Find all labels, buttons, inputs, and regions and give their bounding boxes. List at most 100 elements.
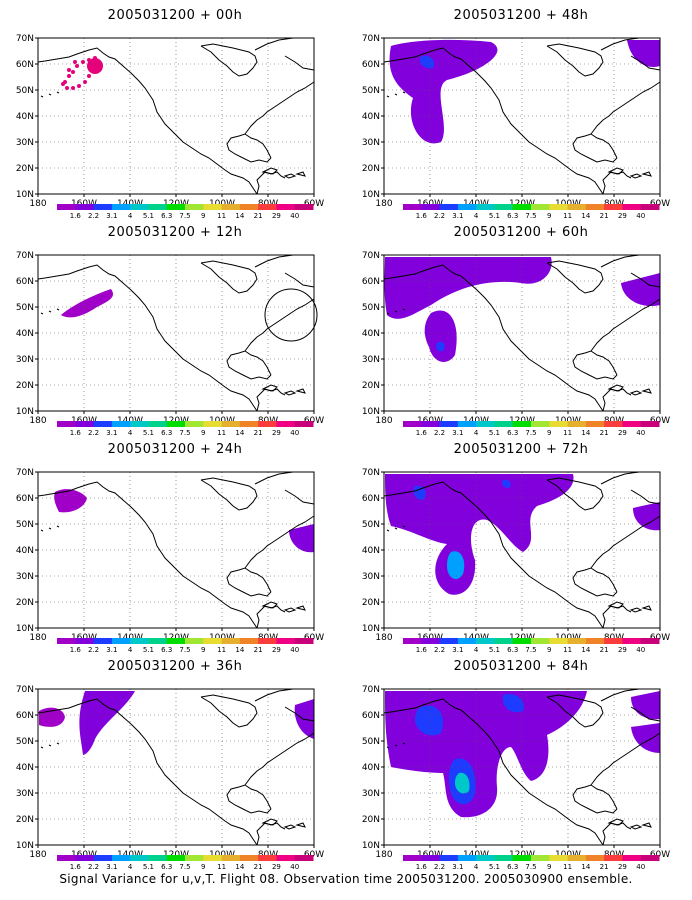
colorbar-label: 7.5	[179, 646, 190, 654]
colorbar-swatch	[57, 638, 76, 644]
lon-tick-label: 180	[29, 850, 46, 857]
variance-region	[54, 489, 87, 513]
colorbar-label: 40	[636, 646, 645, 654]
colorbar-label: 11	[563, 429, 572, 437]
lon-tick-label: 120W	[509, 199, 535, 206]
lon-tick-label: 180	[375, 199, 392, 206]
lat-tick-label: 70N	[362, 34, 380, 44]
colorbar-swatch	[494, 638, 514, 644]
observation-dot	[87, 74, 91, 78]
lat-tick-label: 20N	[362, 164, 380, 174]
island-outline	[40, 525, 306, 613]
colorbar-label: 40	[290, 646, 299, 654]
colorbar-swatch	[604, 855, 623, 861]
colorbar-swatch	[276, 638, 296, 644]
colorbar-swatch	[294, 638, 314, 644]
variance-region	[633, 502, 660, 531]
colorbar-label: 3.1	[452, 429, 463, 437]
colorbar-label: 2.2	[88, 863, 99, 871]
variance-region	[631, 723, 660, 753]
lat-tick-label: 60N	[362, 60, 380, 70]
colorbar-label: 21	[254, 212, 263, 220]
lon-tick-label: 60W	[650, 416, 670, 423]
lon-tick-label: 120W	[509, 633, 535, 640]
colorbar-swatch	[457, 638, 477, 644]
map-panel: 2005031200 + 48h 70N 60N 50N 40N 30N 20N 10N 180…	[351, 8, 671, 220]
lat-tick-label: 40N	[16, 329, 34, 339]
colorbar-swatch	[93, 638, 113, 644]
lon-tick-label: 80W	[258, 416, 278, 423]
colorbar-swatch	[439, 855, 459, 861]
variance-region	[79, 691, 135, 755]
colorbar-swatch	[622, 638, 642, 644]
colorbar-swatch	[421, 638, 441, 644]
lon-tick-label: 80W	[604, 199, 624, 206]
colorbar-label: 40	[636, 429, 645, 437]
colorbar-swatch	[457, 204, 477, 210]
colorbar-swatch	[221, 638, 241, 644]
lon-tick-label: 60W	[304, 416, 324, 423]
variance-region	[455, 772, 470, 794]
colorbar-label: 11	[217, 646, 226, 654]
colorbar-swatch	[403, 855, 422, 861]
lon-tick-label: 60W	[304, 199, 324, 206]
colorbar-label: 11	[217, 863, 226, 871]
colorbar-label: 9	[547, 646, 551, 654]
colorbar-swatch	[439, 204, 459, 210]
colorbar-swatch	[93, 855, 113, 861]
colorbar: 1.6 2.2 3.1 4 5.1 6.3 7.5 9 11 14 21 29 40	[403, 204, 660, 220]
lon-tick-label: 140W	[117, 199, 143, 206]
observation-cluster	[87, 58, 103, 74]
colorbar-swatch	[531, 638, 550, 644]
observation-dot	[65, 86, 69, 90]
highlight-circle	[264, 288, 318, 342]
lon-tick-label: 80W	[604, 416, 624, 423]
colorbar-swatch	[640, 638, 660, 644]
lon-tick-label: 80W	[258, 850, 278, 857]
colorbar-label: 1.6	[70, 863, 82, 871]
colorbar-swatch	[239, 638, 259, 644]
lon-tick-label: 140W	[463, 199, 489, 206]
colorbar-label: 2.2	[434, 646, 445, 654]
lon-tick-label: 140W	[463, 416, 489, 423]
colorbar-label: 1.6	[416, 429, 428, 437]
lon-tick-label: 60W	[650, 850, 670, 857]
colorbar-label: 6.3	[161, 212, 172, 220]
colorbar-label: 29	[272, 212, 281, 220]
colorbar-swatch	[166, 204, 186, 210]
colorbar-label: 29	[618, 429, 627, 437]
colorbar-swatch	[294, 855, 314, 861]
lon-tick-label: 180	[375, 633, 392, 640]
colorbar-label: 1.6	[416, 863, 428, 871]
coastline	[200, 688, 315, 728]
variance-region	[631, 691, 660, 720]
colorbar-swatch	[130, 855, 149, 861]
colorbar-swatch	[476, 855, 495, 861]
colorbar-swatch	[75, 855, 95, 861]
colorbar-label: 5.1	[489, 212, 500, 220]
lat-tick-label: 70N	[16, 468, 34, 478]
colorbar-swatch	[457, 855, 477, 861]
colorbar-label: 2.2	[88, 646, 99, 654]
colorbar-label: 40	[636, 212, 645, 220]
colorbar-swatch	[421, 204, 441, 210]
lat-tick-label: 60N	[16, 277, 34, 287]
colorbar-swatch	[111, 855, 131, 861]
colorbar-swatch	[567, 638, 587, 644]
observation-dot	[67, 74, 71, 78]
lon-tick-label: 120W	[509, 416, 535, 423]
colorbar-swatch	[622, 855, 642, 861]
variance-region	[61, 289, 114, 318]
lon-tick-label: 100W	[209, 633, 235, 640]
colorbar-label: 6.3	[507, 429, 518, 437]
lon-tick-label: 180	[29, 199, 46, 206]
colorbar-swatch	[457, 421, 477, 427]
coastline	[37, 698, 258, 846]
variance-region	[424, 310, 457, 362]
lat-tick-label: 10N	[362, 407, 380, 417]
colorbar-label: 4	[474, 863, 479, 871]
observation-dot	[61, 82, 65, 86]
lon-tick-label: 140W	[463, 850, 489, 857]
